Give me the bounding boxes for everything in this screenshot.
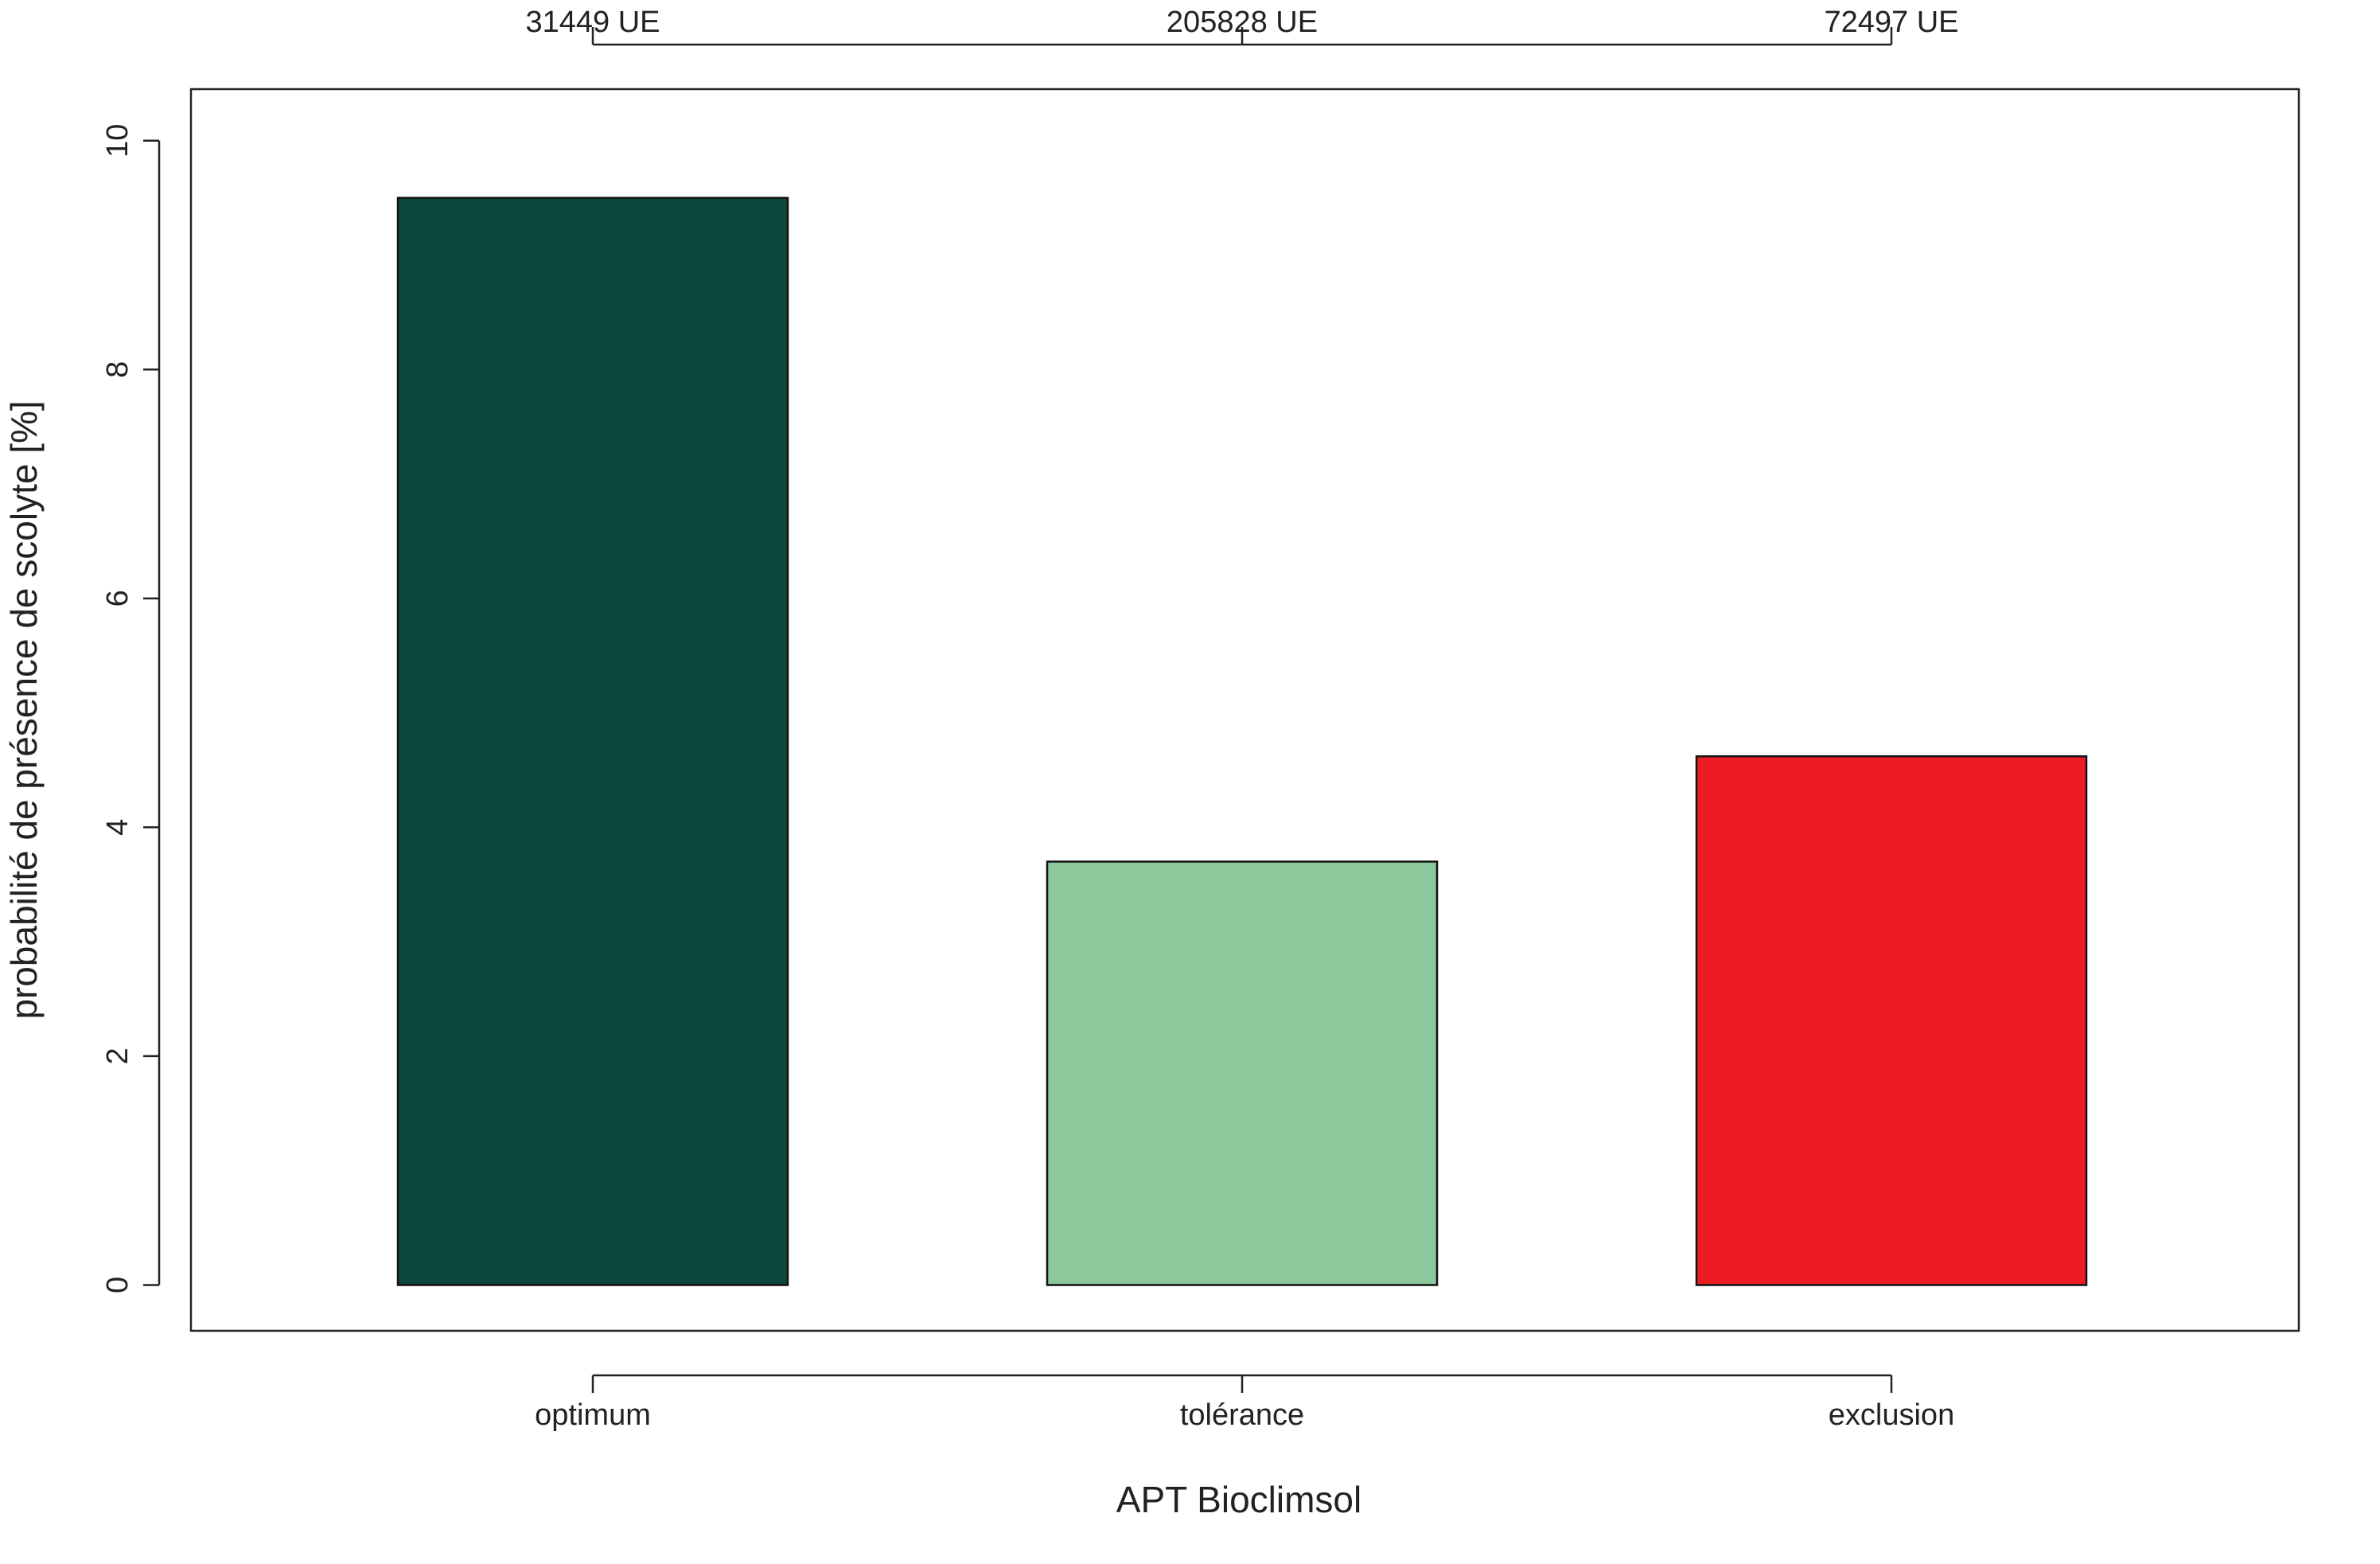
x-category-label: exclusion [1829,1398,1954,1432]
x-top-label: 205828 UE [1167,6,1318,39]
x-top-label: 31449 UE [525,6,660,39]
x-axis-top: 31449 UE 205828 UE 72497 UE [525,6,1959,46]
bar [1695,755,2088,1286]
x-axis-bottom: optimum tolérance exclusion [535,1374,1954,1432]
x-top-label: 72497 UE [1824,6,1958,39]
y-tick-label: 6 [101,590,134,606]
plot-frame [189,88,2300,1332]
x-category-label: optimum [535,1398,651,1432]
y-tick-label: 0 [101,1277,134,1293]
bars-layer [396,197,2088,1286]
y-tick-label: 10 [101,124,134,158]
y-axis: 0 2 4 6 8 10 [101,124,161,1293]
y-tick-label: 4 [101,819,134,836]
y-tick-label: 2 [101,1047,134,1064]
x-category-label: tolérance [1180,1398,1304,1432]
y-tick-label: 8 [101,361,134,378]
y-axis-title: probabilité de présence de scolyte [%] [3,400,45,1019]
x-axis-title: APT Bioclimsol [1116,1479,1361,1520]
bar [1046,860,1439,1286]
bar [396,197,789,1286]
